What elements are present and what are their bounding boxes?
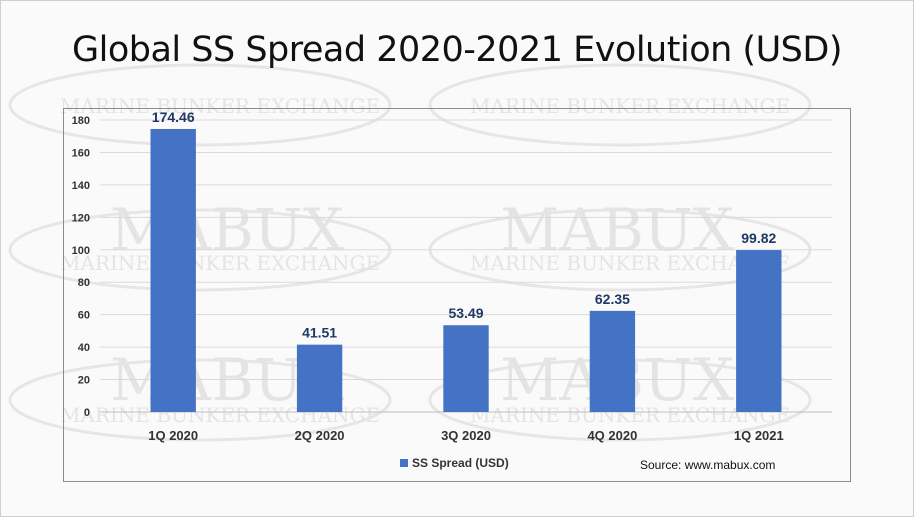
bar xyxy=(150,128,196,412)
x-tick-label: 3Q 2020 xyxy=(441,428,491,443)
x-tick-label: 4Q 2020 xyxy=(587,428,637,443)
y-tick-label: 0 xyxy=(84,407,90,419)
legend-swatch xyxy=(400,459,408,467)
x-tick-label: 2Q 2020 xyxy=(295,428,345,443)
legend-label: SS Spread (USD) xyxy=(412,456,509,470)
data-label: 41.51 xyxy=(302,325,337,341)
y-tick-label: 100 xyxy=(72,245,90,257)
page-title: Global SS Spread 2020-2021 Evolution (US… xyxy=(71,30,843,70)
source-text: Source: www.mabux.com xyxy=(640,458,776,472)
y-tick-label: 120 xyxy=(72,212,90,224)
bar xyxy=(736,250,782,412)
data-label: 53.49 xyxy=(448,305,483,321)
data-label: 62.35 xyxy=(595,291,630,307)
data-label: 174.46 xyxy=(152,109,195,125)
data-label: 99.82 xyxy=(741,230,776,246)
y-tick-label: 180 xyxy=(72,115,90,127)
y-tick-label: 60 xyxy=(78,310,90,322)
chart-frame xyxy=(63,108,851,482)
x-tick-label: 1Q 2021 xyxy=(734,428,784,443)
y-tick-label: 40 xyxy=(78,342,90,354)
y-tick-label: 80 xyxy=(78,277,90,289)
bar xyxy=(443,325,489,412)
y-tick-label: 140 xyxy=(72,180,90,192)
chart-legend: SS Spread (USD) xyxy=(400,456,509,470)
bar xyxy=(589,310,636,412)
bar xyxy=(296,344,343,412)
x-tick-label: 1Q 2020 xyxy=(148,428,198,443)
y-tick-label: 160 xyxy=(72,147,90,159)
y-tick-label: 20 xyxy=(78,375,90,387)
